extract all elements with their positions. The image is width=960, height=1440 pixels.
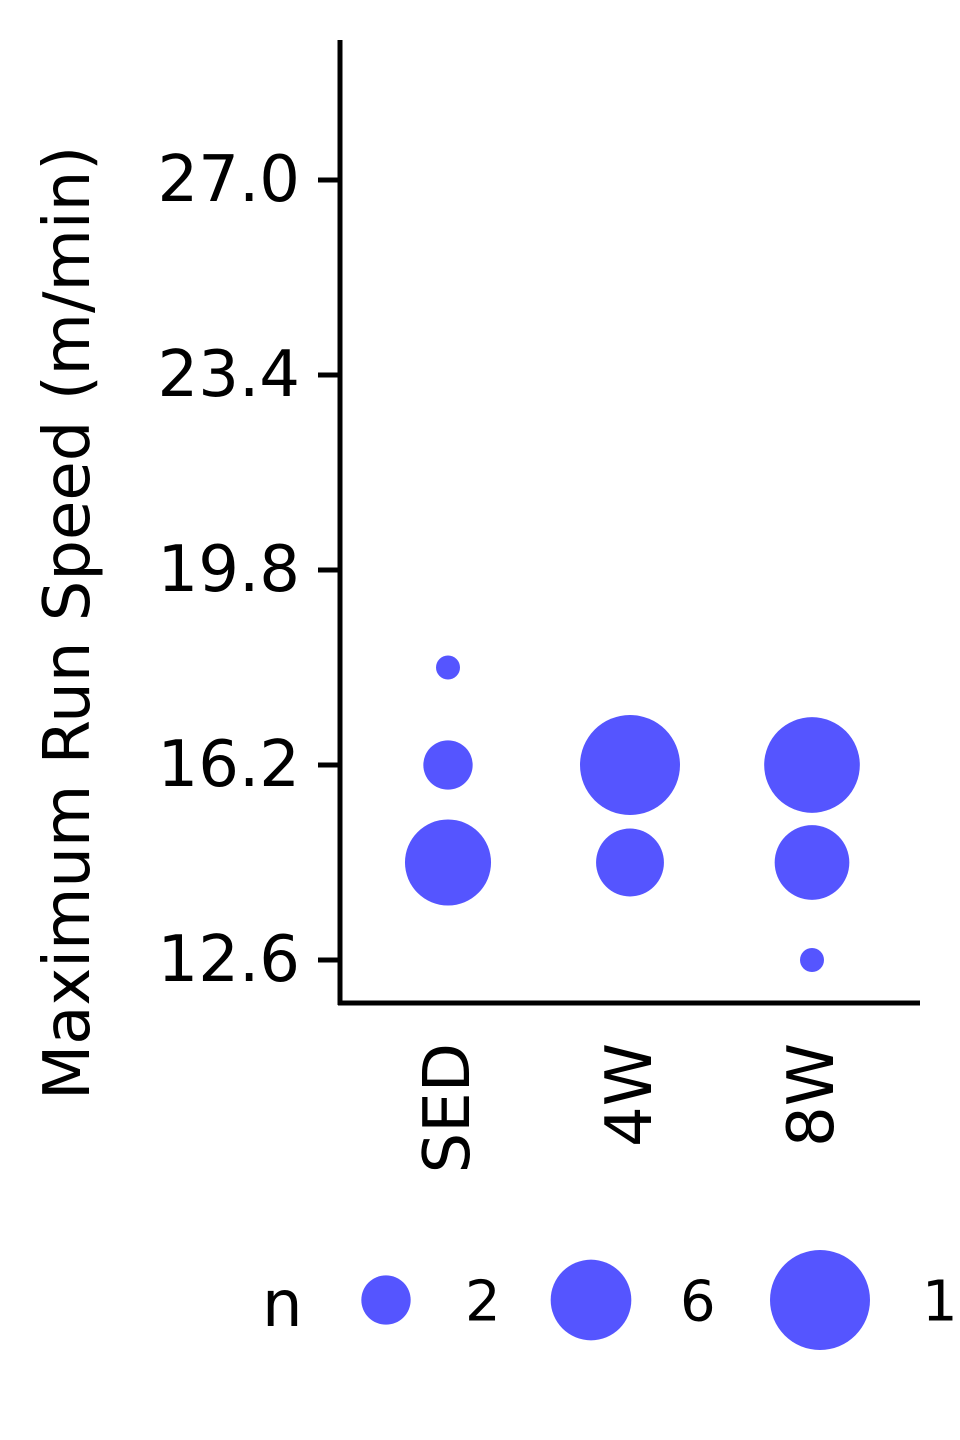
data-point (764, 717, 860, 813)
y-axis-ticks: 12.6 16.2 19.8 23.4 27.0 (158, 143, 340, 997)
legend-key (550, 1259, 632, 1341)
legend-key (361, 1275, 411, 1325)
legend-label: 2 (465, 1270, 501, 1335)
size-legend: n 2 6 1 (262, 1250, 958, 1350)
data-point (580, 715, 680, 815)
y-tick-label: 16.2 (158, 728, 301, 802)
y-axis-title: Maximum Run Speed (m/min) (31, 146, 105, 1100)
legend-title: n (262, 1268, 303, 1342)
x-tick-label: SED (411, 1043, 485, 1173)
x-axis-ticks: SED 4W 8W (411, 1043, 849, 1173)
x-tick-label: 4W (593, 1043, 667, 1147)
data-point (596, 828, 664, 897)
y-tick-label: 19.8 (158, 533, 301, 607)
data-point (800, 948, 824, 972)
data-point (423, 740, 473, 790)
legend-label: 1 (922, 1270, 958, 1335)
data-point (404, 819, 492, 906)
data-point (436, 655, 460, 680)
legend-label: 6 (680, 1270, 716, 1335)
y-tick-label: 12.6 (158, 923, 301, 997)
y-tick-label: 23.4 (158, 338, 301, 412)
data-point (774, 825, 850, 900)
y-tick-label: 27.0 (158, 143, 301, 217)
x-tick-label: 8W (775, 1043, 849, 1147)
legend-key (770, 1250, 870, 1350)
data-points (404, 655, 860, 972)
